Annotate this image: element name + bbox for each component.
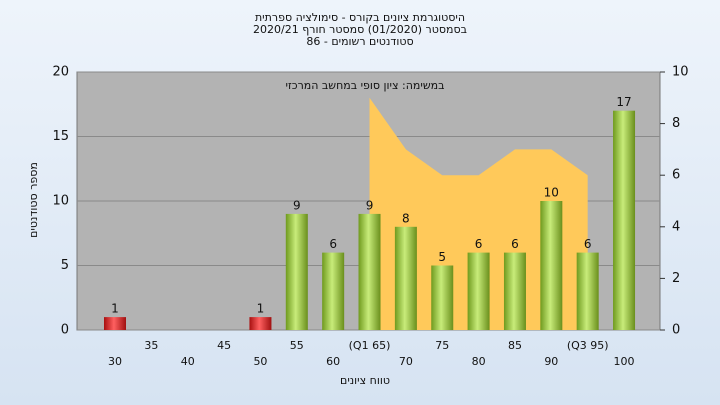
y2-tick-label: 6 xyxy=(672,168,680,183)
x-tick-label: 90 xyxy=(544,355,558,368)
y2-tick-label: 4 xyxy=(672,219,680,234)
x-tick-label: 50 xyxy=(253,355,267,368)
area xyxy=(369,97,588,330)
bar xyxy=(576,252,599,330)
data-label: 17 xyxy=(616,95,631,109)
x-tick-label: 45 xyxy=(217,339,231,352)
y-tick-label: 15 xyxy=(52,129,69,144)
bar xyxy=(285,213,308,330)
bar xyxy=(503,252,526,330)
bar xyxy=(467,252,490,330)
y2-tick-label: 8 xyxy=(672,116,680,131)
data-label: 6 xyxy=(329,237,337,251)
bar xyxy=(394,226,417,330)
bar xyxy=(431,265,454,330)
bar xyxy=(322,252,345,330)
chart-title: היסטוגרמת ציונים בקורס - סימולציה ספרתית xyxy=(255,11,465,24)
x-tick-label: 100 xyxy=(614,355,635,368)
y-tick-label: 5 xyxy=(61,258,69,273)
chart-subtitle: בסמסטר (01/2020) סמסטר חורף 2020/21 xyxy=(253,23,467,36)
data-label: 1 xyxy=(257,302,265,316)
x-tick-label: 80 xyxy=(472,355,486,368)
data-label: 9 xyxy=(366,198,374,212)
y2-tick-label: 0 xyxy=(672,323,680,338)
bar xyxy=(540,201,563,330)
y-tick-label: 0 xyxy=(61,323,69,338)
x-tick-label: 85 xyxy=(508,339,522,352)
x-tick-label: 40 xyxy=(181,355,195,368)
y2-tick-label: 2 xyxy=(672,271,680,286)
x-tick-label: (Q1 65) xyxy=(349,339,391,352)
x-tick-label: 70 xyxy=(399,355,413,368)
x-axis-label: טווח ציונים xyxy=(340,374,390,387)
x-tick-label: 35 xyxy=(144,339,158,352)
y-tick-label: 10 xyxy=(52,194,69,209)
bar xyxy=(613,110,636,330)
data-label: 6 xyxy=(475,237,483,251)
x-tick-label: 55 xyxy=(290,339,304,352)
y-axis-label: מספר סטודנטים xyxy=(27,162,40,238)
data-label: 10 xyxy=(544,186,559,200)
y-tick-label: 20 xyxy=(52,65,69,80)
data-label: 6 xyxy=(584,237,592,251)
x-tick-label: (Q3 95) xyxy=(567,339,609,352)
data-label: 1 xyxy=(111,302,119,316)
chart-subtitle: סטודנטים רשומים - 86 xyxy=(306,35,413,48)
x-tick-label: 30 xyxy=(108,355,122,368)
data-label: 9 xyxy=(293,198,301,212)
data-label: 5 xyxy=(438,250,446,264)
x-tick-label: 75 xyxy=(435,339,449,352)
data-label: 6 xyxy=(511,237,519,251)
x-tick-label: 60 xyxy=(326,355,340,368)
bar xyxy=(104,317,126,330)
bar xyxy=(358,213,381,330)
annotation: במשימה: ציון סופי במחשב המרכזי xyxy=(285,79,444,92)
data-label: 8 xyxy=(402,211,410,225)
y2-tick-label: 10 xyxy=(672,65,689,80)
bar xyxy=(249,317,272,330)
